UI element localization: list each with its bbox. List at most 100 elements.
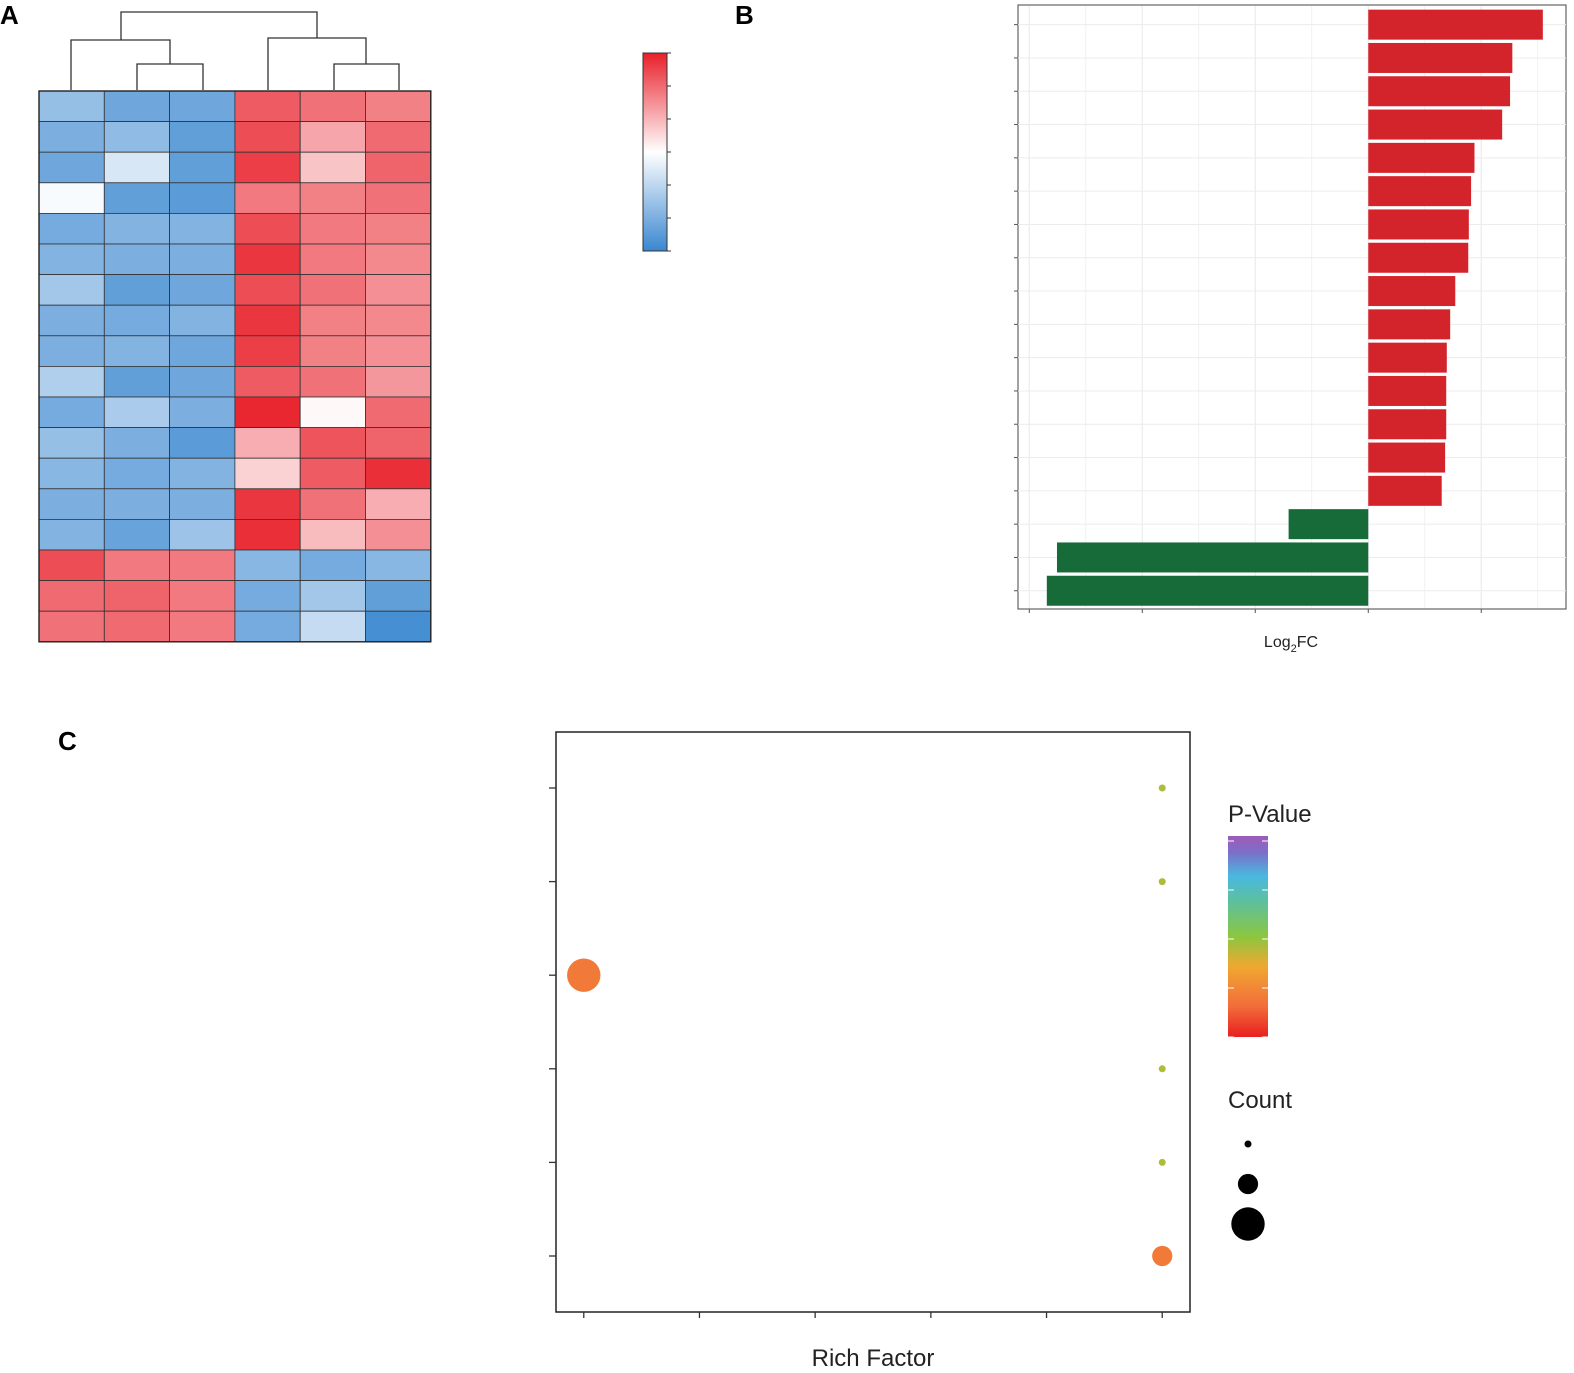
bubble-tryptophan-metabolism xyxy=(1158,784,1166,792)
heatmap-cell-pingbeinone-i-2 xyxy=(365,396,432,429)
count-legend-dot-2 xyxy=(1237,1173,1259,1195)
heatmap-cell-pingbeinone-i-1 xyxy=(299,396,366,429)
heatmap-cell-peimine-i-2 xyxy=(365,304,432,337)
heatmap-cell-peimine-m-3 xyxy=(38,304,105,337)
heatmap-cell-indole-m-2 xyxy=(169,549,236,582)
heatmap-cell-puqienine-b-i-2 xyxy=(365,274,432,306)
bubble-metabolic-pathways xyxy=(567,958,601,992)
heatmap-cell-n-feruloylputrescine-i-2 xyxy=(365,580,432,612)
heatmap-cell-pingbeinone-m-2 xyxy=(169,396,236,429)
heatmap-cell-tortifoline-i-3 xyxy=(234,212,301,245)
bar-indole xyxy=(1288,509,1369,540)
heatmap-cell-n-feruloylputrescine-m-2 xyxy=(169,580,236,612)
heatmap-cell-puqienine-e-i-2 xyxy=(365,427,432,459)
count-legend-title: Count xyxy=(1228,1087,1292,1114)
bar-category-labels xyxy=(1014,24,1018,592)
bar-tortifoline xyxy=(1368,142,1475,173)
bar-hupehenine xyxy=(1368,42,1513,73)
heatmap-cell-verticinone-n-oxide-m-3 xyxy=(38,519,105,551)
bubble-plot-area xyxy=(555,731,1191,1313)
count-legend: Count xyxy=(1228,1087,1292,1241)
panel-label-a: A xyxy=(0,0,19,30)
bubble-x-axis-title: Rich Factor xyxy=(812,1345,935,1372)
heatmap-cell-jervine-m-2 xyxy=(169,90,236,123)
heatmap-cell-verticinone-n-oxide-i-1 xyxy=(299,519,366,551)
heatmap-cell-tortifoline-m-2 xyxy=(169,212,236,245)
bar-korseveridine xyxy=(1368,276,1456,307)
heatmap-cell-hupehenine-i-1 xyxy=(299,121,366,153)
bar-4-hydroxymandelonitrile xyxy=(1368,309,1451,340)
bar-n-feruloylputrescine xyxy=(1056,542,1369,573)
heatmap-cell-delafrine-i-2 xyxy=(365,243,432,276)
heatmap-cell-4-hydroxymandelonitrile-m-2 xyxy=(169,365,236,398)
heatmap-cell-peimine-i-1 xyxy=(299,304,366,337)
bar-p-coumaroylputrescine xyxy=(1046,575,1369,606)
bar-puqienine-e xyxy=(1368,375,1447,406)
heatmap-cell-ussuriedine-m-3 xyxy=(38,151,105,184)
panel-label-b: B xyxy=(735,0,754,30)
heatmap-cell-verticinone-n-oxide-m-1 xyxy=(103,519,171,551)
heatmap-cell-puqienine-e-i-1 xyxy=(299,427,366,459)
heatmap-cell-n-benzylmethylene-isomethylamine-i-1 xyxy=(299,457,366,490)
heatmap-cell-hupehenine-i-2 xyxy=(365,121,432,153)
heatmap-cell-puqienine-b-i-3 xyxy=(234,274,301,306)
heatmap-cell-ussuriedine-i-3 xyxy=(234,151,301,184)
heatmap-cell-4-hydroxymandelonitrile-m-1 xyxy=(103,365,171,398)
heatmap-cell-jervine-m-1 xyxy=(103,90,171,123)
heatmap-cell-n-benzylformamide-m-2 xyxy=(169,182,236,214)
heatmap-cell-hupehenine-m-3 xyxy=(38,121,105,153)
heatmap-cell-delafrine-m-1 xyxy=(103,243,171,276)
heatmap-cell-tortifoline-m-1 xyxy=(103,212,171,245)
heatmap-cell-n-benzylformamide-m-1 xyxy=(103,182,171,214)
heatmap-cell-n-feruloylputrescine-m-3 xyxy=(38,580,105,612)
heatmap-cell-pingbeinone-m-3 xyxy=(38,396,105,429)
heatmap-cell-tortifoline-i-2 xyxy=(365,212,432,245)
heatmap-cell-n-benzylformamide-m-3 xyxy=(38,182,105,214)
heatmap-cell-indole-i-2 xyxy=(365,549,432,582)
bar-x-axis-title: Log2FC xyxy=(1264,634,1318,655)
heatmap-cell-jervine-i-1 xyxy=(299,90,366,123)
bar-n-benzylformamide xyxy=(1368,109,1503,140)
enrichment-bubble-chart: Rich Factor P-Value Count xyxy=(549,731,1312,1372)
heatmap-cell-puqienine-e-m-3 xyxy=(38,427,105,459)
heatmap-cell-4-hydroxymandelonitrile-m-3 xyxy=(38,365,105,398)
heatmap-cell-n-benzylformamide-i-3 xyxy=(234,182,301,214)
pvalue-legend-title: P-Value xyxy=(1228,801,1312,828)
bar-delafrine xyxy=(1368,176,1472,207)
bar-n-benzylmethylene-isomethylamine xyxy=(1368,409,1447,440)
heatmap-cell-jervine-m-3 xyxy=(38,90,105,123)
bar-plot-area xyxy=(1017,4,1567,610)
heatmap-cell-indole-m-1 xyxy=(103,549,171,582)
bar-x-ticks xyxy=(1028,609,1482,613)
heatmap-cell-ussuriedine-i-1 xyxy=(299,151,366,184)
heatmap-cell-verticinone-n-oxide-i-2 xyxy=(365,519,432,551)
heatmap-cell-indole-i-1 xyxy=(299,549,366,582)
bubble-points xyxy=(567,784,1173,1267)
heatmap-cell-verticinone-n-oxide-i-3 xyxy=(234,519,301,551)
count-legend-items xyxy=(1231,1140,1265,1241)
heatmap-colorbar xyxy=(642,52,671,252)
column-dendrogram xyxy=(70,11,400,90)
bar-pingbeinone xyxy=(1368,342,1447,373)
colorbar-gradient xyxy=(642,52,668,252)
pvalue-ticks xyxy=(1228,840,1268,1038)
heatmap-cell-puqienine-e-m-2 xyxy=(169,427,236,459)
pvalue-legend: P-Value xyxy=(1228,801,1312,1038)
count-legend-dot-1 xyxy=(1244,1140,1252,1148)
heatmap-cell-indole-i-3 xyxy=(234,549,301,582)
heatmap-cell-korseveridine-i-2 xyxy=(365,335,432,367)
bar-ussuriedine xyxy=(1368,76,1511,107)
bubble-arginine-and-proline-metabolism xyxy=(1152,1245,1173,1267)
heatmap-cell-delafrine-i-1 xyxy=(299,243,366,276)
bubble-x-ticks xyxy=(583,1312,1163,1318)
heatmap-cell-ussuriedine-m-1 xyxy=(103,151,171,184)
heatmap-cell-pingbeinone-i-3 xyxy=(234,396,301,429)
heatmap-cell-puqienine-b-m-1 xyxy=(103,274,171,306)
bar-puqienine-b xyxy=(1368,209,1469,240)
bar-peimine xyxy=(1368,242,1469,273)
heatmap-cell-peiminine-i-3 xyxy=(234,488,301,520)
bar-verticinone-n-oxide xyxy=(1368,475,1442,506)
heatmap-cell-hupehenine-m-2 xyxy=(169,121,236,153)
heatmap-cell-n-feruloylputrescine-m-1 xyxy=(103,580,171,612)
